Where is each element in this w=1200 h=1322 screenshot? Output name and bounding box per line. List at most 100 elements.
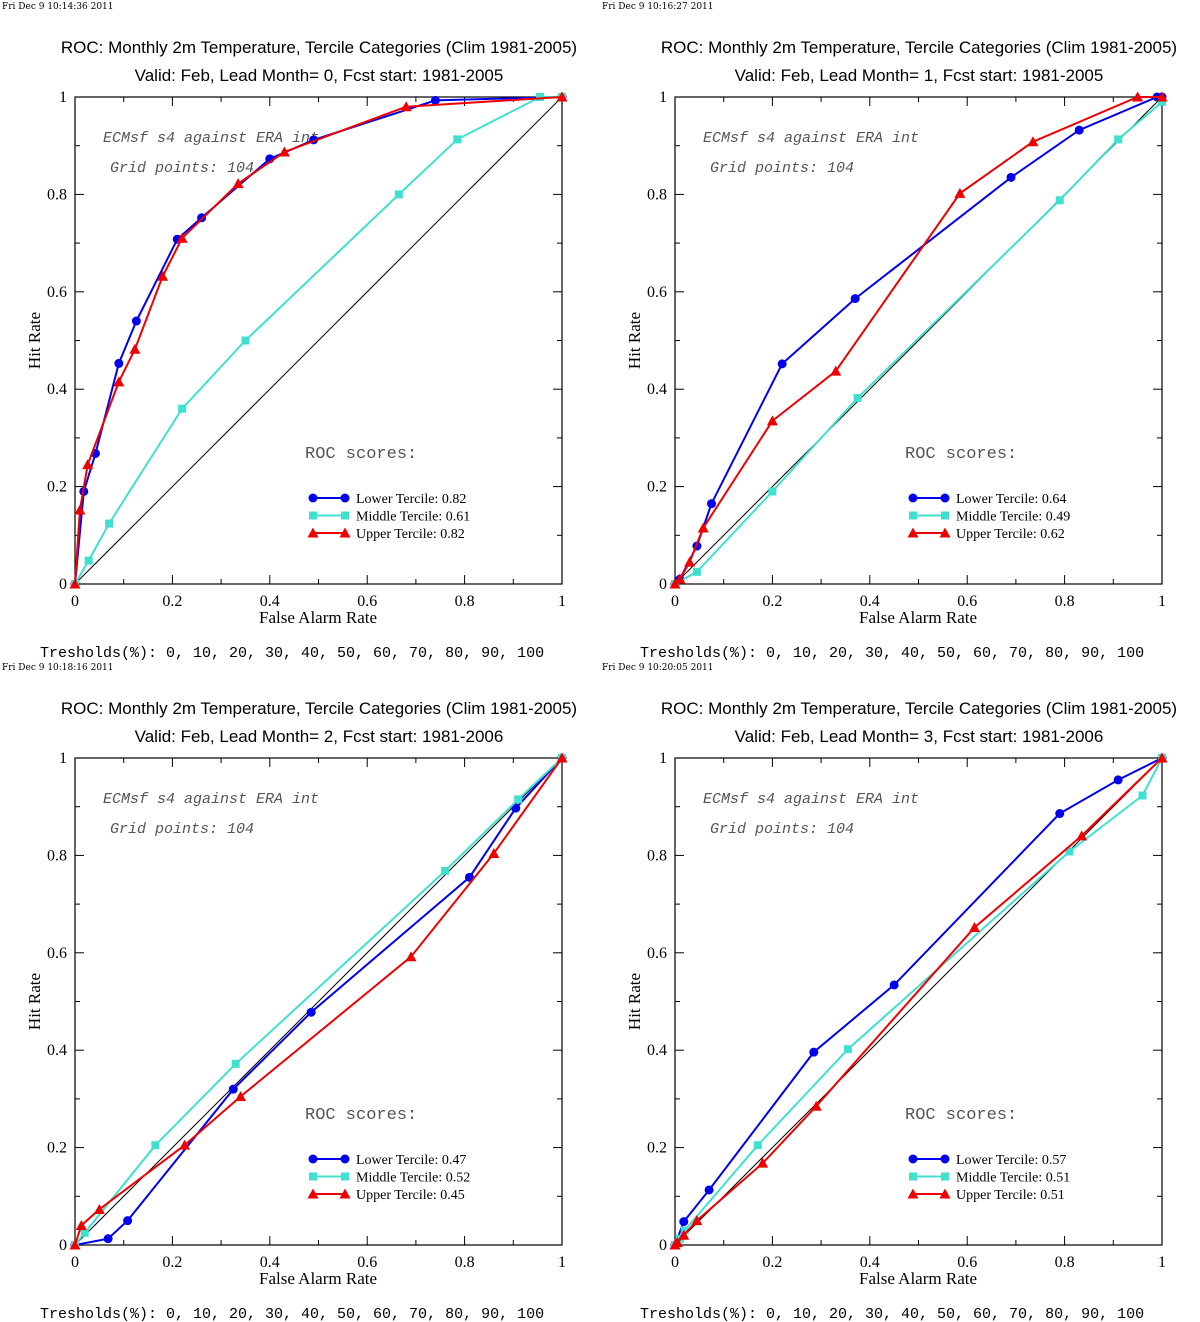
data-point	[113, 376, 125, 387]
chart-subtitle: Valid: Feb, Lead Month= 3, Fcst start: 1…	[735, 727, 1104, 746]
legend-marker	[340, 1154, 350, 1164]
x-tick-label: 0.8	[455, 593, 475, 610]
x-axis-label: False Alarm Rate	[259, 1269, 377, 1288]
y-tick-label: 0.6	[47, 945, 67, 962]
data-point	[84, 556, 93, 565]
x-tick-label: 1	[1158, 593, 1166, 610]
data-point	[1027, 136, 1039, 147]
series-line	[674, 96, 1162, 585]
data-point	[889, 980, 899, 990]
legend-marker	[309, 1172, 317, 1181]
legend-marker	[907, 1188, 919, 1199]
data-point	[843, 1045, 852, 1054]
x-tick-label: 0.2	[762, 1254, 782, 1271]
data-point	[777, 359, 787, 369]
legend-entry: Lower Tercile: 0.47	[308, 1153, 466, 1168]
data-point	[131, 316, 141, 326]
data-point	[809, 1047, 819, 1057]
data-point	[241, 336, 250, 345]
legend-marker	[339, 527, 351, 538]
x-tick-label: 0.4	[260, 1254, 280, 1271]
data-point	[69, 578, 81, 589]
x-tick-label: 0.6	[957, 1254, 977, 1271]
x-tick-label: 0.6	[357, 1254, 377, 1271]
chart-subtitle: Valid: Feb, Lead Month= 1, Fcst start: 1…	[735, 66, 1104, 85]
data-point	[697, 522, 709, 533]
y-axis-label: Hit Rate	[25, 312, 44, 369]
data-point	[488, 847, 500, 858]
legend-entry: Upper Tercile: 0.51	[907, 1188, 1065, 1203]
data-point	[753, 1141, 762, 1150]
legend-label: Lower Tercile: 0.82	[356, 492, 466, 507]
annotation-model: ECMsf s4 against ERA int	[703, 791, 919, 808]
data-point	[853, 393, 862, 402]
thresholds-text: Tresholds(%): 0, 10, 20, 30, 40, 50, 60,…	[40, 645, 544, 662]
y-axis-label: Hit Rate	[25, 973, 44, 1030]
roc-panel-1: Fri Dec 9 10:14:36 2011 ROC: Monthly 2m T…	[2, 2, 577, 662]
x-tick-label: 0.6	[357, 593, 377, 610]
x-tick-label: 0	[71, 1254, 79, 1271]
series-triangle	[69, 91, 568, 589]
legend-marker	[307, 527, 319, 538]
data-point	[768, 487, 777, 496]
legend-marker	[341, 1172, 349, 1181]
series-line	[74, 757, 563, 1246]
data-point	[103, 1234, 113, 1244]
data-point	[1114, 135, 1123, 144]
legend-marker	[940, 1154, 950, 1164]
data-point	[105, 519, 114, 528]
data-point	[93, 1203, 105, 1214]
x-axis-label: False Alarm Rate	[859, 1269, 977, 1288]
series-triangle	[669, 91, 1168, 589]
data-point	[400, 101, 412, 112]
x-tick-label: 0.8	[455, 1254, 475, 1271]
data-point	[1055, 196, 1064, 205]
legend-entry: Lower Tercile: 0.64	[908, 492, 1066, 507]
roc-panel-4: Fri Dec 9 10:20:05 2011 ROC: Monthly 2m T…	[602, 663, 1177, 1322]
x-tick-label: 0.6	[957, 593, 977, 610]
legend-marker	[907, 527, 919, 538]
legend-label: Upper Tercile: 0.82	[356, 527, 465, 542]
y-tick-label: 0.8	[647, 186, 667, 203]
legend-marker	[341, 511, 349, 520]
y-tick-label: 0.4	[647, 381, 667, 398]
y-axis-label: Hit Rate	[625, 312, 644, 369]
no-skill-diagonal	[74, 96, 563, 585]
chart-title: ROC: Monthly 2m Temperature, Tercile Cat…	[61, 38, 577, 57]
data-point	[394, 190, 403, 199]
data-point	[679, 1217, 689, 1227]
thresholds-text: Tresholds(%): 0, 10, 20, 30, 40, 50, 60,…	[640, 645, 1144, 662]
roc-scores-heading: ROC scores:	[305, 445, 417, 464]
annotation-grid-points: Grid points: 104	[710, 160, 854, 177]
data-point	[231, 1059, 240, 1068]
legend-label: Middle Tercile: 0.49	[956, 510, 1070, 525]
thresholds-text: Tresholds(%): 0, 10, 20, 30, 40, 50, 60,…	[640, 1306, 1144, 1322]
x-tick-label: 0.4	[860, 593, 880, 610]
series-line	[674, 757, 1163, 1246]
y-tick-label: 0.4	[647, 1042, 667, 1059]
x-tick-label: 0.4	[260, 593, 280, 610]
legend-marker	[909, 1172, 917, 1181]
y-tick-label: 0	[59, 1237, 67, 1254]
data-point	[674, 573, 686, 584]
y-tick-label: 0	[59, 576, 67, 593]
chart-subtitle: Valid: Feb, Lead Month= 2, Fcst start: 1…	[135, 727, 504, 746]
chart-title: ROC: Monthly 2m Temperature, Tercile Cat…	[661, 699, 1177, 718]
legend-label: Lower Tercile: 0.47	[356, 1153, 466, 1168]
data-point	[1156, 752, 1168, 763]
legend-marker	[941, 1172, 949, 1181]
data-point	[430, 95, 440, 105]
y-tick-label: 0.6	[47, 284, 67, 301]
data-point	[1132, 91, 1144, 102]
chart-subtitle: Valid: Feb, Lead Month= 0, Fcst start: 1…	[135, 66, 504, 85]
x-tick-label: 0.2	[162, 1254, 182, 1271]
data-point	[179, 1139, 191, 1150]
thresholds-text: Tresholds(%): 0, 10, 20, 30, 40, 50, 60,…	[40, 1306, 544, 1322]
legend-label: Upper Tercile: 0.62	[956, 527, 1065, 542]
x-tick-label: 0.8	[1055, 1254, 1075, 1271]
y-axis-label: Hit Rate	[625, 973, 644, 1030]
y-tick-label: 0.6	[647, 945, 667, 962]
no-skill-diagonal	[74, 757, 563, 1246]
legend-marker	[941, 511, 949, 520]
